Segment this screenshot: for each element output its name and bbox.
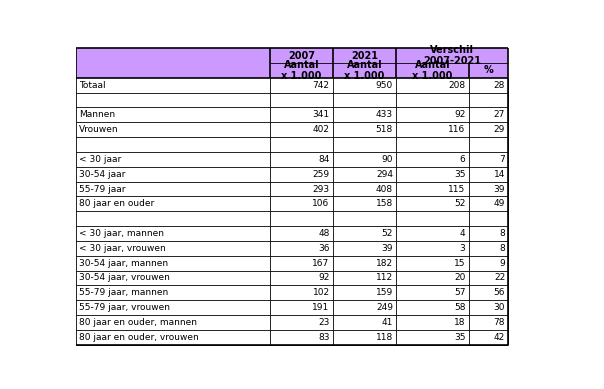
Text: 30-54 jaar, vrouwen: 30-54 jaar, vrouwen [79, 273, 170, 282]
Text: 4: 4 [460, 229, 466, 238]
Text: 102: 102 [312, 288, 330, 297]
Text: 80 jaar en ouder: 80 jaar en ouder [79, 199, 154, 209]
Text: 116: 116 [448, 125, 466, 134]
Text: 28: 28 [494, 81, 505, 90]
Text: 92: 92 [454, 110, 466, 119]
Text: 39: 39 [493, 184, 505, 194]
Text: 15: 15 [454, 259, 466, 268]
Text: 80 jaar en ouder, mannen: 80 jaar en ouder, mannen [79, 318, 197, 327]
Text: 433: 433 [376, 110, 393, 119]
Text: 90: 90 [381, 155, 393, 164]
Text: 58: 58 [454, 303, 466, 312]
Text: 3: 3 [460, 244, 466, 253]
Text: 55-79 jaar: 55-79 jaar [79, 184, 125, 194]
Text: 159: 159 [376, 288, 393, 297]
Text: 408: 408 [376, 184, 393, 194]
Text: 6: 6 [460, 155, 466, 164]
Text: 112: 112 [376, 273, 393, 282]
Text: < 30 jaar, mannen: < 30 jaar, mannen [79, 229, 164, 238]
Text: 182: 182 [376, 259, 393, 268]
Text: 341: 341 [312, 110, 330, 119]
Text: < 30 jaar: < 30 jaar [79, 155, 121, 164]
Text: 39: 39 [381, 244, 393, 253]
Text: 57: 57 [454, 288, 466, 297]
Text: 402: 402 [313, 125, 330, 134]
Text: 518: 518 [376, 125, 393, 134]
Text: 158: 158 [376, 199, 393, 209]
Text: 115: 115 [448, 184, 466, 194]
Text: 35: 35 [454, 170, 466, 179]
Text: 259: 259 [312, 170, 330, 179]
Text: 49: 49 [494, 199, 505, 209]
Text: < 30 jaar, vrouwen: < 30 jaar, vrouwen [79, 244, 165, 253]
Text: 294: 294 [376, 170, 393, 179]
Text: 35: 35 [454, 333, 466, 342]
Text: Verschil
2007-2021: Verschil 2007-2021 [423, 45, 481, 67]
Text: 42: 42 [494, 333, 505, 342]
Text: 55-79 jaar, mannen: 55-79 jaar, mannen [79, 288, 168, 297]
Text: %: % [484, 65, 493, 75]
Text: 8: 8 [500, 244, 505, 253]
Text: 30: 30 [493, 303, 505, 312]
Bar [76, 48, 509, 78]
Text: 29: 29 [494, 125, 505, 134]
Text: Aantal
x 1.000: Aantal x 1.000 [413, 60, 452, 81]
Text: Aantal
x 1.000: Aantal x 1.000 [281, 60, 321, 81]
Text: 2021: 2021 [351, 51, 378, 61]
Text: 742: 742 [313, 81, 330, 90]
Text: 249: 249 [376, 303, 393, 312]
Text: 27: 27 [494, 110, 505, 119]
Text: 14: 14 [494, 170, 505, 179]
Text: 118: 118 [376, 333, 393, 342]
Text: 36: 36 [318, 244, 330, 253]
Text: 18: 18 [454, 318, 466, 327]
Text: Aantal
x 1.000: Aantal x 1.000 [344, 60, 385, 81]
Text: Vrouwen: Vrouwen [79, 125, 118, 134]
Text: 2007: 2007 [288, 51, 315, 61]
Text: 78: 78 [493, 318, 505, 327]
Text: 22: 22 [494, 273, 505, 282]
Text: 83: 83 [318, 333, 330, 342]
Text: 30-54 jaar, mannen: 30-54 jaar, mannen [79, 259, 168, 268]
Text: Mannen: Mannen [79, 110, 115, 119]
Text: 30-54 jaar: 30-54 jaar [79, 170, 125, 179]
Text: 80 jaar en ouder, vrouwen: 80 jaar en ouder, vrouwen [79, 333, 199, 342]
Text: 106: 106 [312, 199, 330, 209]
Text: 208: 208 [448, 81, 466, 90]
Text: 92: 92 [318, 273, 330, 282]
Text: Totaal: Totaal [79, 81, 106, 90]
Text: 55-79 jaar, vrouwen: 55-79 jaar, vrouwen [79, 303, 170, 312]
Text: 191: 191 [312, 303, 330, 312]
Text: 20: 20 [454, 273, 466, 282]
Text: 9: 9 [500, 259, 505, 268]
Text: 41: 41 [382, 318, 393, 327]
Text: 167: 167 [312, 259, 330, 268]
Text: 84: 84 [318, 155, 330, 164]
Text: 48: 48 [318, 229, 330, 238]
Text: 8: 8 [500, 229, 505, 238]
Text: 950: 950 [376, 81, 393, 90]
Text: 293: 293 [312, 184, 330, 194]
Text: 56: 56 [493, 288, 505, 297]
Text: 52: 52 [454, 199, 466, 209]
Text: 52: 52 [382, 229, 393, 238]
Text: 7: 7 [500, 155, 505, 164]
Text: 23: 23 [318, 318, 330, 327]
